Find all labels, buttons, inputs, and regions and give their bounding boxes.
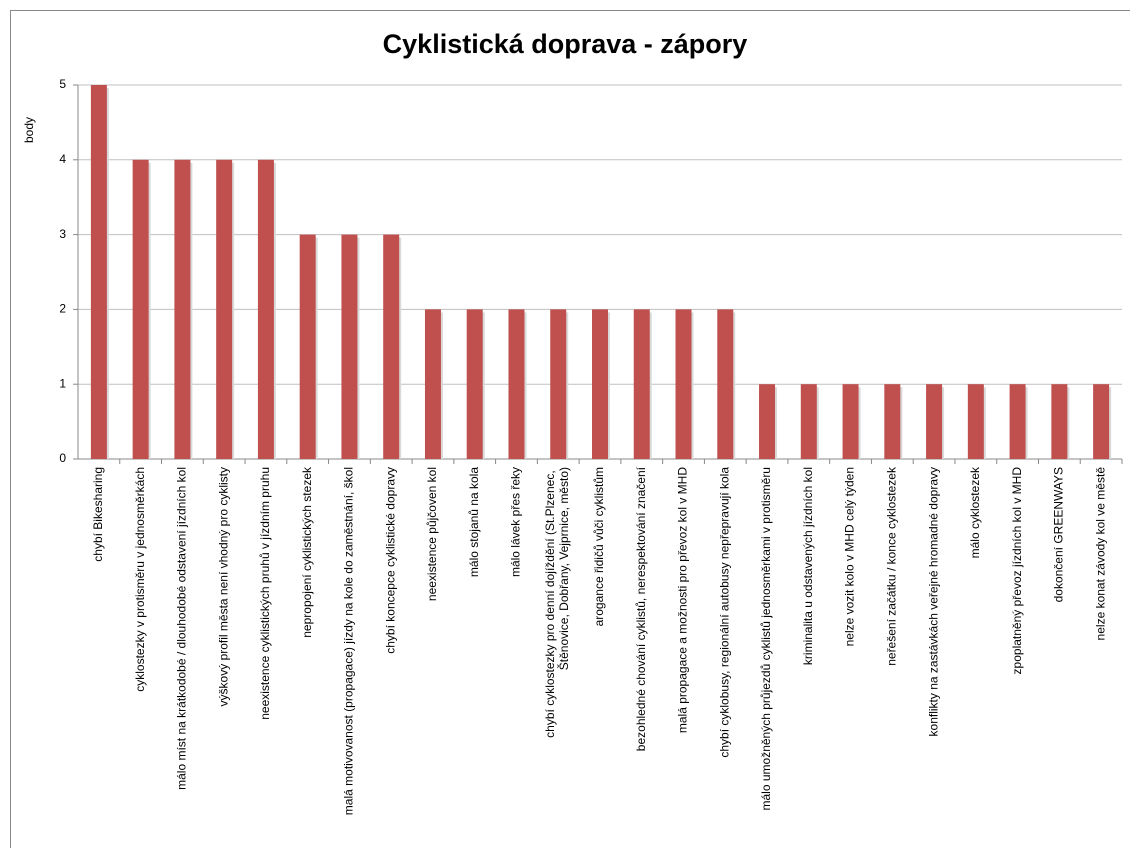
- x-tick-label: chybí cyklobusy, regionální autobusy nep…: [717, 467, 731, 758]
- bar: [299, 234, 316, 459]
- bar: [90, 85, 107, 459]
- bar: [592, 309, 608, 459]
- x-tick-label: konflikty na zastávkách veřejné hromadné…: [926, 467, 940, 736]
- x-tick-label: cyklostezky v protisměru v jednosměrkách: [133, 467, 147, 692]
- y-tick-label: 4: [59, 152, 66, 166]
- x-tick-label: chybí koncepce cyklistické dopravy: [383, 467, 397, 654]
- x-tick-label: výškový profil města není vhodný pro cyk…: [216, 467, 230, 706]
- bar: [1051, 384, 1068, 459]
- bar: [550, 309, 567, 459]
- x-tick-label: málo cyklostezek: [968, 466, 982, 558]
- x-tick-label: dokončení GREENWAYS: [1052, 467, 1066, 602]
- x-tick-label: arogance řidičů vůči cyklistům: [592, 467, 606, 626]
- x-tick-label: málo stojanů na kola: [467, 467, 481, 577]
- bar: [1009, 384, 1026, 459]
- y-tick-label: 1: [59, 376, 66, 390]
- chart-title: Cyklistická doprava - zápory: [383, 29, 748, 59]
- x-tick-label: malá motivovanost (propagace) jízdy na k…: [342, 467, 356, 815]
- x-tick-label: neexistence půjčoven kol: [425, 467, 439, 601]
- bar: [842, 384, 859, 459]
- y-tick-label: 0: [59, 451, 66, 465]
- bar: [675, 309, 692, 459]
- bar: [884, 384, 901, 459]
- bar: [132, 159, 149, 460]
- bar: [1093, 384, 1110, 459]
- bar: [759, 384, 776, 459]
- x-tick-label: nepropojení cyklistických stezek: [300, 466, 314, 638]
- bar: [800, 384, 817, 459]
- x-tick-label: neexistence cyklistických pruhů v jízdní…: [258, 467, 272, 720]
- bar: [424, 309, 441, 459]
- x-tick-label: nelze konat závody kol ve městě: [1093, 467, 1107, 641]
- x-tick-label: chybí cyklostezky pro denní dojíždění (S…: [543, 467, 571, 738]
- x-tick-label: malá propagace a možnosti pro převoz kol…: [676, 467, 690, 733]
- x-tick-label: zpoplatněný převoz jízdních kol v MHD: [1010, 467, 1024, 675]
- bar: [174, 159, 191, 460]
- bar: [341, 234, 358, 459]
- y-tick-label: 2: [59, 302, 66, 316]
- x-tick-label: neřešení začátku / konce cyklostezek: [884, 466, 898, 666]
- y-tick-label: 3: [59, 227, 66, 241]
- y-axis-label: body: [22, 117, 36, 143]
- bar: [216, 159, 233, 460]
- x-tick-label: bezohledné chování cyklistů, nerespektov…: [634, 466, 648, 751]
- bar: [508, 309, 525, 459]
- bar: [383, 234, 400, 459]
- x-tick-label: chybí Bikesharing: [91, 467, 105, 562]
- bar: [466, 309, 483, 459]
- bar: [926, 384, 943, 459]
- bar: [633, 309, 650, 459]
- y-tick-label: 5: [59, 77, 66, 91]
- bar: [717, 309, 734, 459]
- bar: [967, 384, 984, 459]
- x-tick-label: málo lávek přes řeky: [509, 467, 523, 577]
- x-tick-label: málo míst na krátkodobé / dlouhodobé ods…: [175, 467, 189, 790]
- bar: [257, 159, 274, 460]
- x-tick-label: kriminalita u odstavených jízdních kol: [801, 467, 815, 665]
- x-tick-label: nelze vozit kolo v MHD celý týden: [843, 467, 857, 646]
- x-tick-label: málo umožněných průjezdů cyklistů jednos…: [759, 467, 773, 810]
